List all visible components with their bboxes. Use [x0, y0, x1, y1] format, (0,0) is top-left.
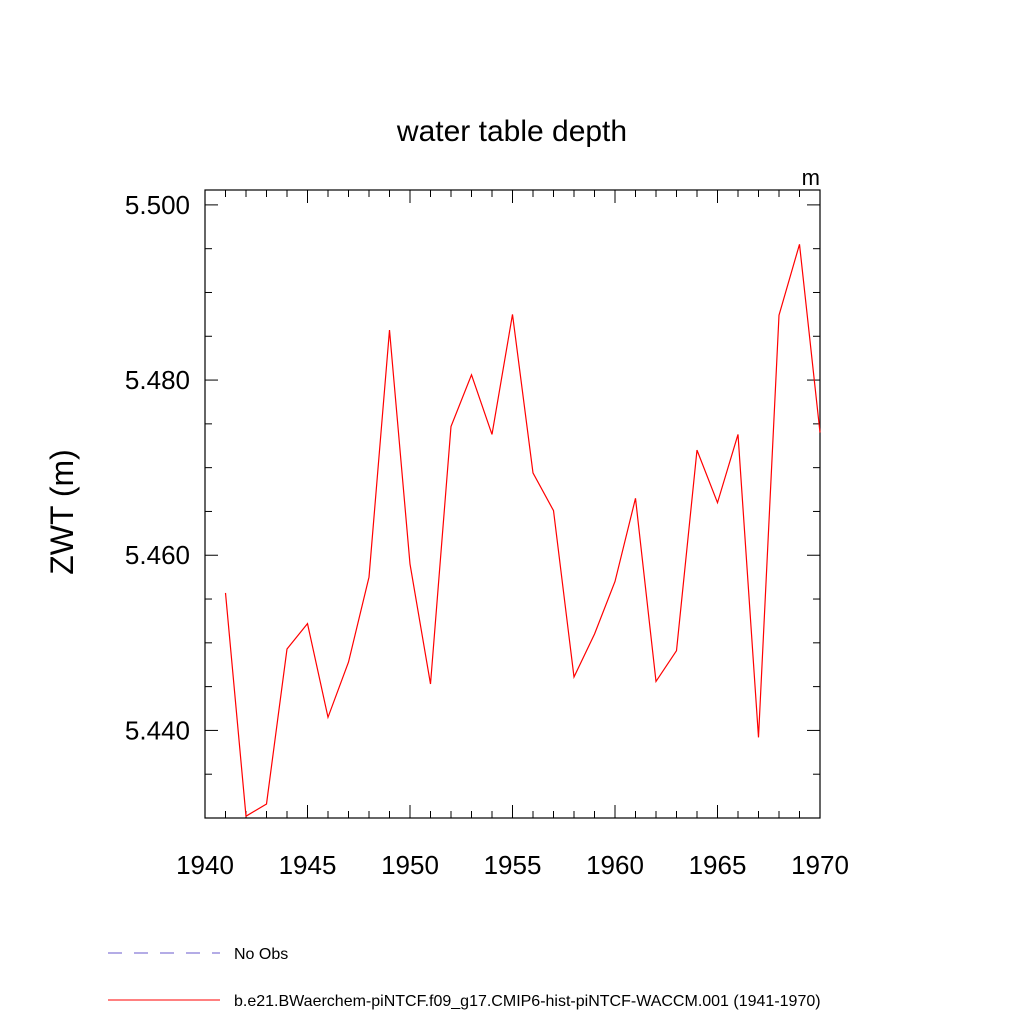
series-layer [224, 244, 821, 818]
x-tick-label: 1940 [176, 850, 234, 880]
series-line-0 [224, 244, 821, 818]
x-tick-label: 1960 [586, 850, 644, 880]
legend: No Obs b.e21.BWaerchem-piNTCF.f09_g17.CM… [108, 946, 821, 1010]
x-tick-label: 1965 [689, 850, 747, 880]
legend-label-no-obs: No Obs [234, 946, 288, 963]
legend-label-model-run: b.e21.BWaerchem-piNTCF.f09_g17.CMIP6-his… [234, 993, 821, 1010]
y-tick-label: 5.460 [125, 540, 190, 570]
x-tick-label: 1955 [484, 850, 542, 880]
y-axis-label: ZWT (m) [44, 449, 80, 575]
plot-frame [204, 189, 821, 819]
y-tick-label: 5.480 [125, 365, 190, 395]
chart-title: water table depth [396, 115, 627, 148]
units-label: m [802, 165, 820, 190]
axes: 1940 1945 1950 1955 1960 1965 1970 5.440 5.460 5.… [125, 189, 849, 880]
x-tick-label: 1970 [791, 850, 849, 880]
y-tick-label: 5.440 [125, 715, 190, 745]
x-tick-label: 1945 [279, 850, 337, 880]
y-tick-label: 5.500 [125, 190, 190, 220]
x-tick-label: 1950 [381, 850, 439, 880]
